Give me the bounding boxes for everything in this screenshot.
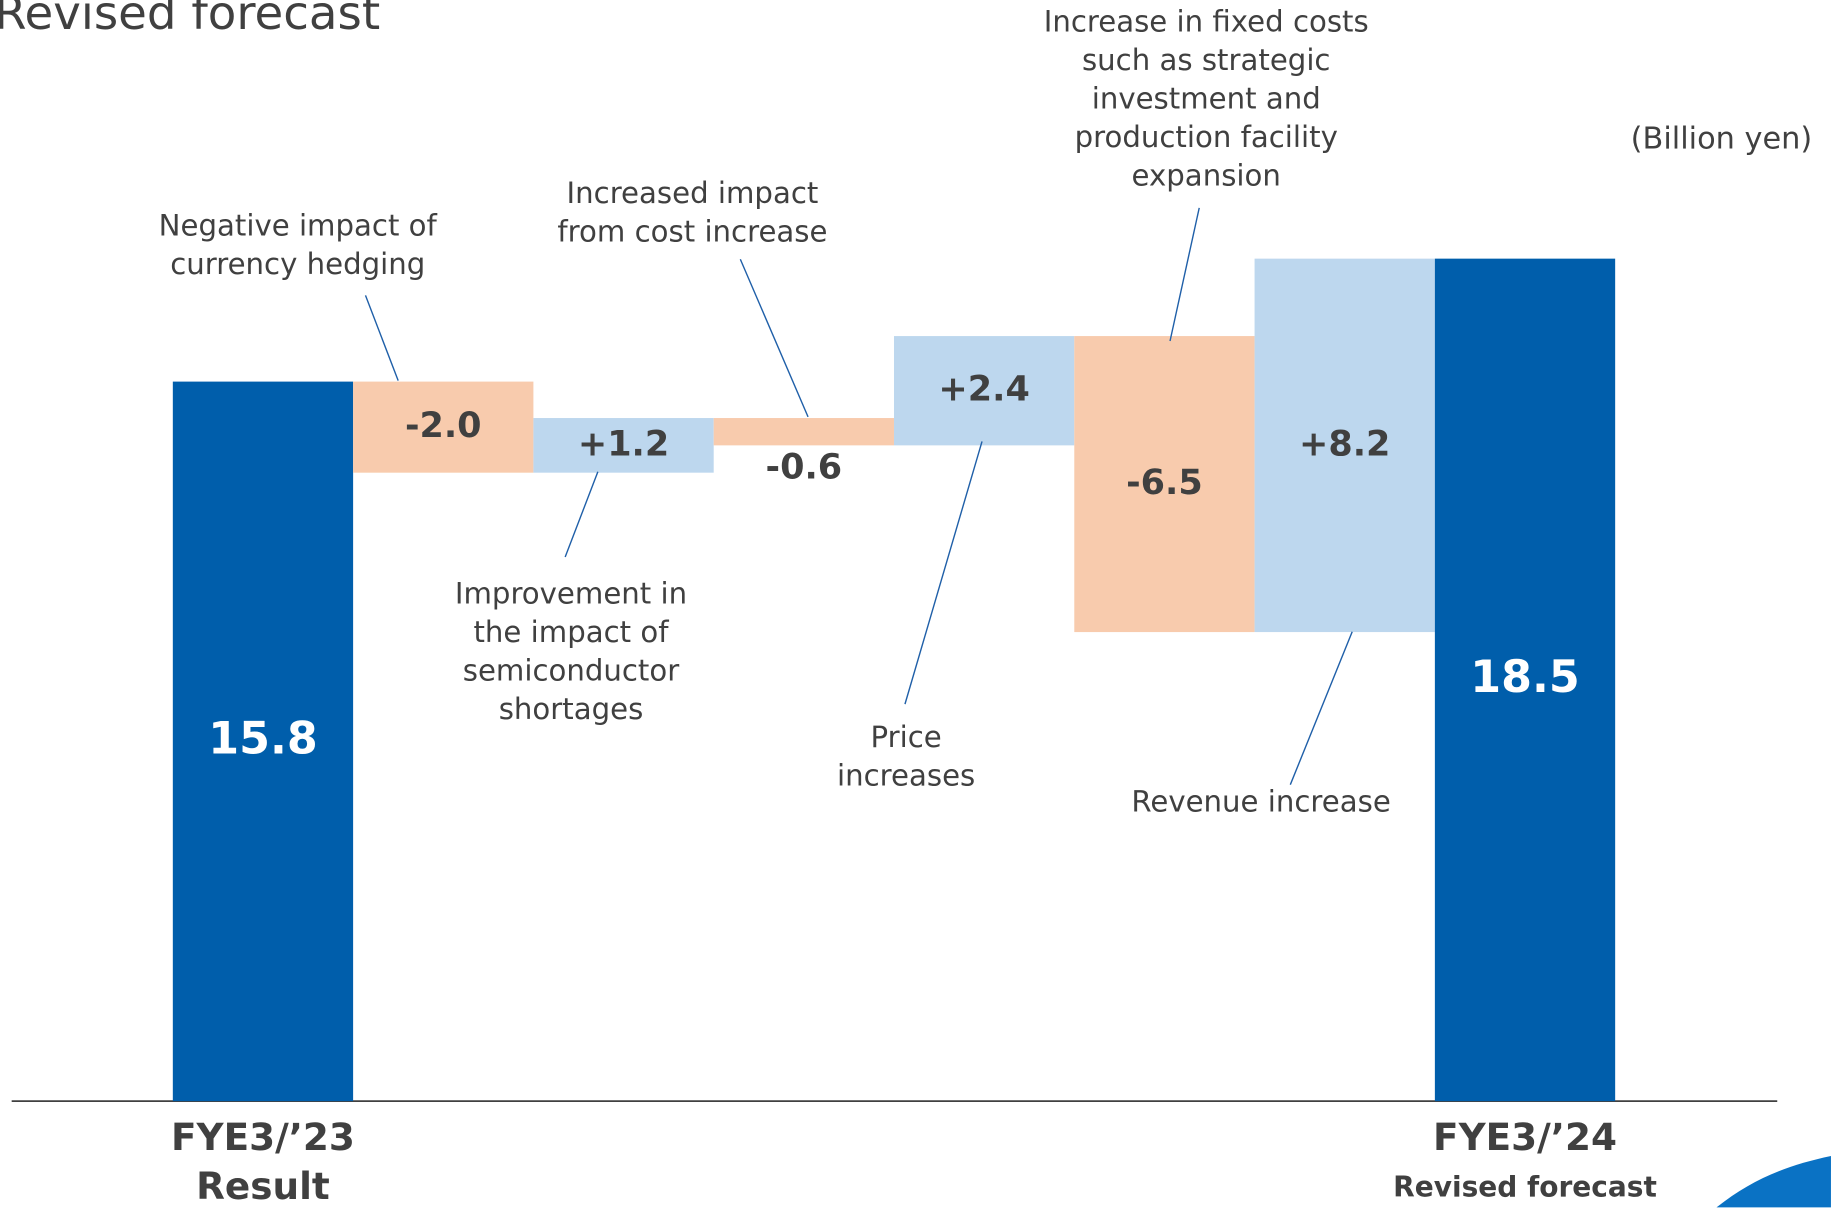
value-label: -0.6 — [766, 447, 843, 488]
annotation: Revenue increase — [1131, 784, 1390, 818]
annotation: semiconductor — [463, 654, 679, 688]
annotation: Price — [871, 720, 942, 754]
leader-line — [739, 258, 809, 418]
annotation: expansion — [1132, 158, 1281, 192]
step-bar — [893, 336, 1075, 446]
annotation: such as strategic — [1082, 43, 1331, 77]
annotation: currency hedging — [170, 247, 425, 281]
x-tick-sublabel: Result — [196, 1164, 330, 1208]
step-bar — [353, 381, 534, 473]
leader-line — [904, 441, 983, 705]
x-tick-label: FYE3/’23 — [171, 1115, 355, 1159]
annotation: Increase in fixed costs — [1044, 4, 1369, 38]
annotation: Improvement in — [455, 577, 687, 611]
value-label: +2.4 — [938, 369, 1029, 410]
annotation: investment and — [1092, 81, 1321, 115]
value-label: -2.0 — [405, 405, 482, 446]
unit-label: (Billion yen) — [1631, 122, 1813, 157]
leader-line — [364, 295, 399, 381]
decoration — [1716, 1156, 1831, 1208]
annotation: production facility — [1075, 120, 1338, 154]
total-bar — [1434, 258, 1616, 1102]
value-label: 18.5 — [1470, 652, 1579, 703]
step-bar — [1074, 336, 1255, 633]
value-label: +1.2 — [578, 423, 669, 464]
annotation: from cost increase — [557, 215, 827, 249]
leader-line — [1169, 207, 1200, 342]
total-bar — [172, 381, 354, 1102]
value-label: 15.8 — [208, 713, 317, 764]
annotation: increases — [837, 759, 975, 793]
step-bar — [533, 418, 714, 473]
chart-title: Revised forecast — [0, 0, 380, 41]
value-label: +8.2 — [1299, 423, 1390, 464]
step-bar — [1254, 258, 1435, 633]
leader-line — [564, 471, 599, 558]
value-label: -6.5 — [1126, 462, 1203, 503]
annotation: Increased impact — [567, 176, 819, 210]
annotation: Negative impact of — [159, 209, 438, 243]
annotation: shortages — [499, 692, 644, 726]
x-tick-label: FYE3/’24 — [1433, 1115, 1617, 1159]
step-bar — [713, 418, 894, 446]
x-tick-sublabel: Revised forecast — [1393, 1171, 1657, 1204]
annotation: the impact of — [473, 615, 669, 649]
leader-line — [1289, 631, 1353, 785]
